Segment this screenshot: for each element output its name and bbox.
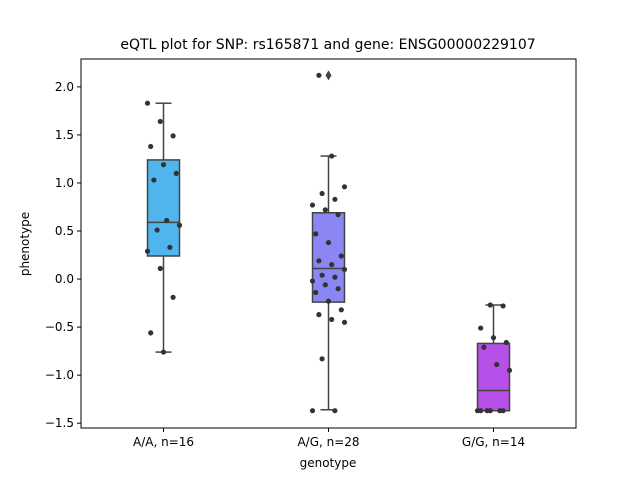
point <box>325 239 332 246</box>
point <box>160 162 167 168</box>
point <box>322 282 328 288</box>
point <box>309 202 316 208</box>
point <box>148 143 154 150</box>
point <box>313 231 319 237</box>
point <box>490 335 497 341</box>
point <box>478 325 484 331</box>
point <box>313 289 319 296</box>
point <box>332 196 338 202</box>
point <box>500 303 506 309</box>
point <box>341 266 348 273</box>
point <box>329 262 335 268</box>
point <box>309 408 316 414</box>
y-tick-label: −0.5 <box>45 320 74 334</box>
point <box>173 170 179 176</box>
point <box>500 408 506 414</box>
point <box>341 319 348 325</box>
point <box>487 302 493 308</box>
point <box>316 258 322 264</box>
box <box>146 159 181 257</box>
point <box>335 286 341 292</box>
x-tick-label: A/G, n=28 <box>297 435 359 449</box>
point <box>148 330 154 336</box>
point <box>319 272 325 278</box>
point <box>144 100 151 106</box>
y-tick-label: −1.5 <box>45 416 74 430</box>
point <box>157 118 163 125</box>
chart-title: eQTL plot for SNP: rs165871 and gene: EN… <box>120 37 535 53</box>
point <box>164 217 170 224</box>
point <box>487 408 493 414</box>
point <box>144 248 151 254</box>
box <box>476 342 511 412</box>
point <box>338 253 344 259</box>
y-tick-label: 0.5 <box>55 224 74 238</box>
point <box>319 356 325 362</box>
point <box>154 227 160 233</box>
point <box>332 274 338 280</box>
point <box>478 408 484 414</box>
point <box>338 307 344 313</box>
point <box>329 153 335 159</box>
point <box>157 265 163 272</box>
plot-frame <box>80 58 577 429</box>
point <box>341 184 348 190</box>
point <box>151 177 157 183</box>
point <box>335 212 341 218</box>
x-tick-label: G/G, n=14 <box>462 435 525 449</box>
point <box>494 361 500 368</box>
point <box>170 294 176 300</box>
point <box>309 278 316 284</box>
point <box>319 190 325 197</box>
x-axis-label: genotype <box>300 456 357 470</box>
point <box>332 408 338 414</box>
point <box>481 344 487 350</box>
point <box>506 367 513 373</box>
y-tick-label: 2.0 <box>55 80 74 94</box>
point <box>329 316 335 323</box>
y-tick-label: 1.0 <box>55 176 74 190</box>
point <box>167 244 173 250</box>
point <box>325 298 332 304</box>
point <box>316 72 322 78</box>
point <box>316 312 322 318</box>
y-tick-label: −1.0 <box>45 368 74 382</box>
point <box>170 133 176 139</box>
point <box>160 349 167 355</box>
point <box>503 339 509 346</box>
point <box>176 222 183 228</box>
outlier <box>325 70 332 81</box>
y-axis-label: phenotype <box>18 212 32 276</box>
y-tick-label: 0.0 <box>55 272 74 286</box>
y-tick-label: 1.5 <box>55 128 74 142</box>
x-tick-label: A/A, n=16 <box>133 435 194 449</box>
point <box>322 207 328 213</box>
